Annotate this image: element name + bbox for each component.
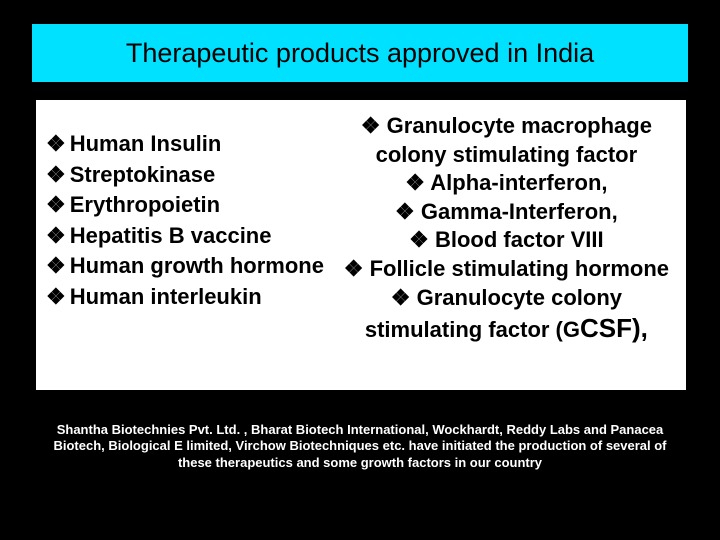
bullet-icon: ❖ (344, 256, 364, 281)
item-text: Human interleukin (70, 283, 262, 312)
bullet-icon: ❖ (46, 191, 66, 220)
bullet-icon: ❖ (46, 161, 66, 190)
item-text: Granulocyte macrophage colony stimulatin… (376, 113, 652, 167)
bullet-icon: ❖ (391, 285, 411, 310)
bullet-icon: ❖ (395, 199, 415, 224)
bullet-icon: ❖ (46, 252, 66, 281)
bullet-icon: ❖ (405, 170, 425, 195)
bullet-icon: ❖ (46, 283, 66, 312)
title-banner: Therapeutic products approved in India (32, 24, 688, 82)
slide-title: Therapeutic products approved in India (126, 38, 594, 69)
item-text: Hepatitis B vaccine (70, 222, 272, 251)
gcsf-suffix: CSF), (580, 313, 648, 343)
content-box: ❖ Human Insulin ❖ Streptokinase ❖ Erythr… (36, 100, 686, 390)
item-text: Blood factor VIII (435, 227, 604, 252)
item-text: Human Insulin (70, 130, 222, 159)
bullet-icon: ❖ (361, 113, 381, 138)
item-text: Human growth hormone (70, 252, 324, 281)
right-content: ❖ Granulocyte macrophage colony stimulat… (337, 112, 676, 346)
list-item: ❖ Erythropoietin (46, 191, 337, 220)
item-text: Alpha-interferon, (430, 170, 607, 195)
item-text: Streptokinase (70, 161, 216, 190)
list-item: ❖ Human interleukin (46, 283, 337, 312)
item-text: Follicle stimulating hormone (370, 256, 669, 281)
list-item: ❖ Streptokinase (46, 161, 337, 190)
item-text: Gamma-Interferon, (421, 199, 618, 224)
bullet-icon: ❖ (46, 130, 66, 159)
list-item: ❖ Hepatitis B vaccine (46, 222, 337, 251)
footer-text: Shantha Biotechnies Pvt. Ltd. , Bharat B… (46, 422, 674, 471)
left-column: ❖ Human Insulin ❖ Streptokinase ❖ Erythr… (46, 112, 337, 378)
bullet-icon: ❖ (409, 227, 429, 252)
list-item: ❖ Human growth hormone (46, 252, 337, 281)
list-item: ❖ Human Insulin (46, 130, 337, 159)
right-column: ❖ Granulocyte macrophage colony stimulat… (337, 112, 676, 378)
item-text: Erythropoietin (70, 191, 220, 220)
bullet-icon: ❖ (46, 222, 66, 251)
